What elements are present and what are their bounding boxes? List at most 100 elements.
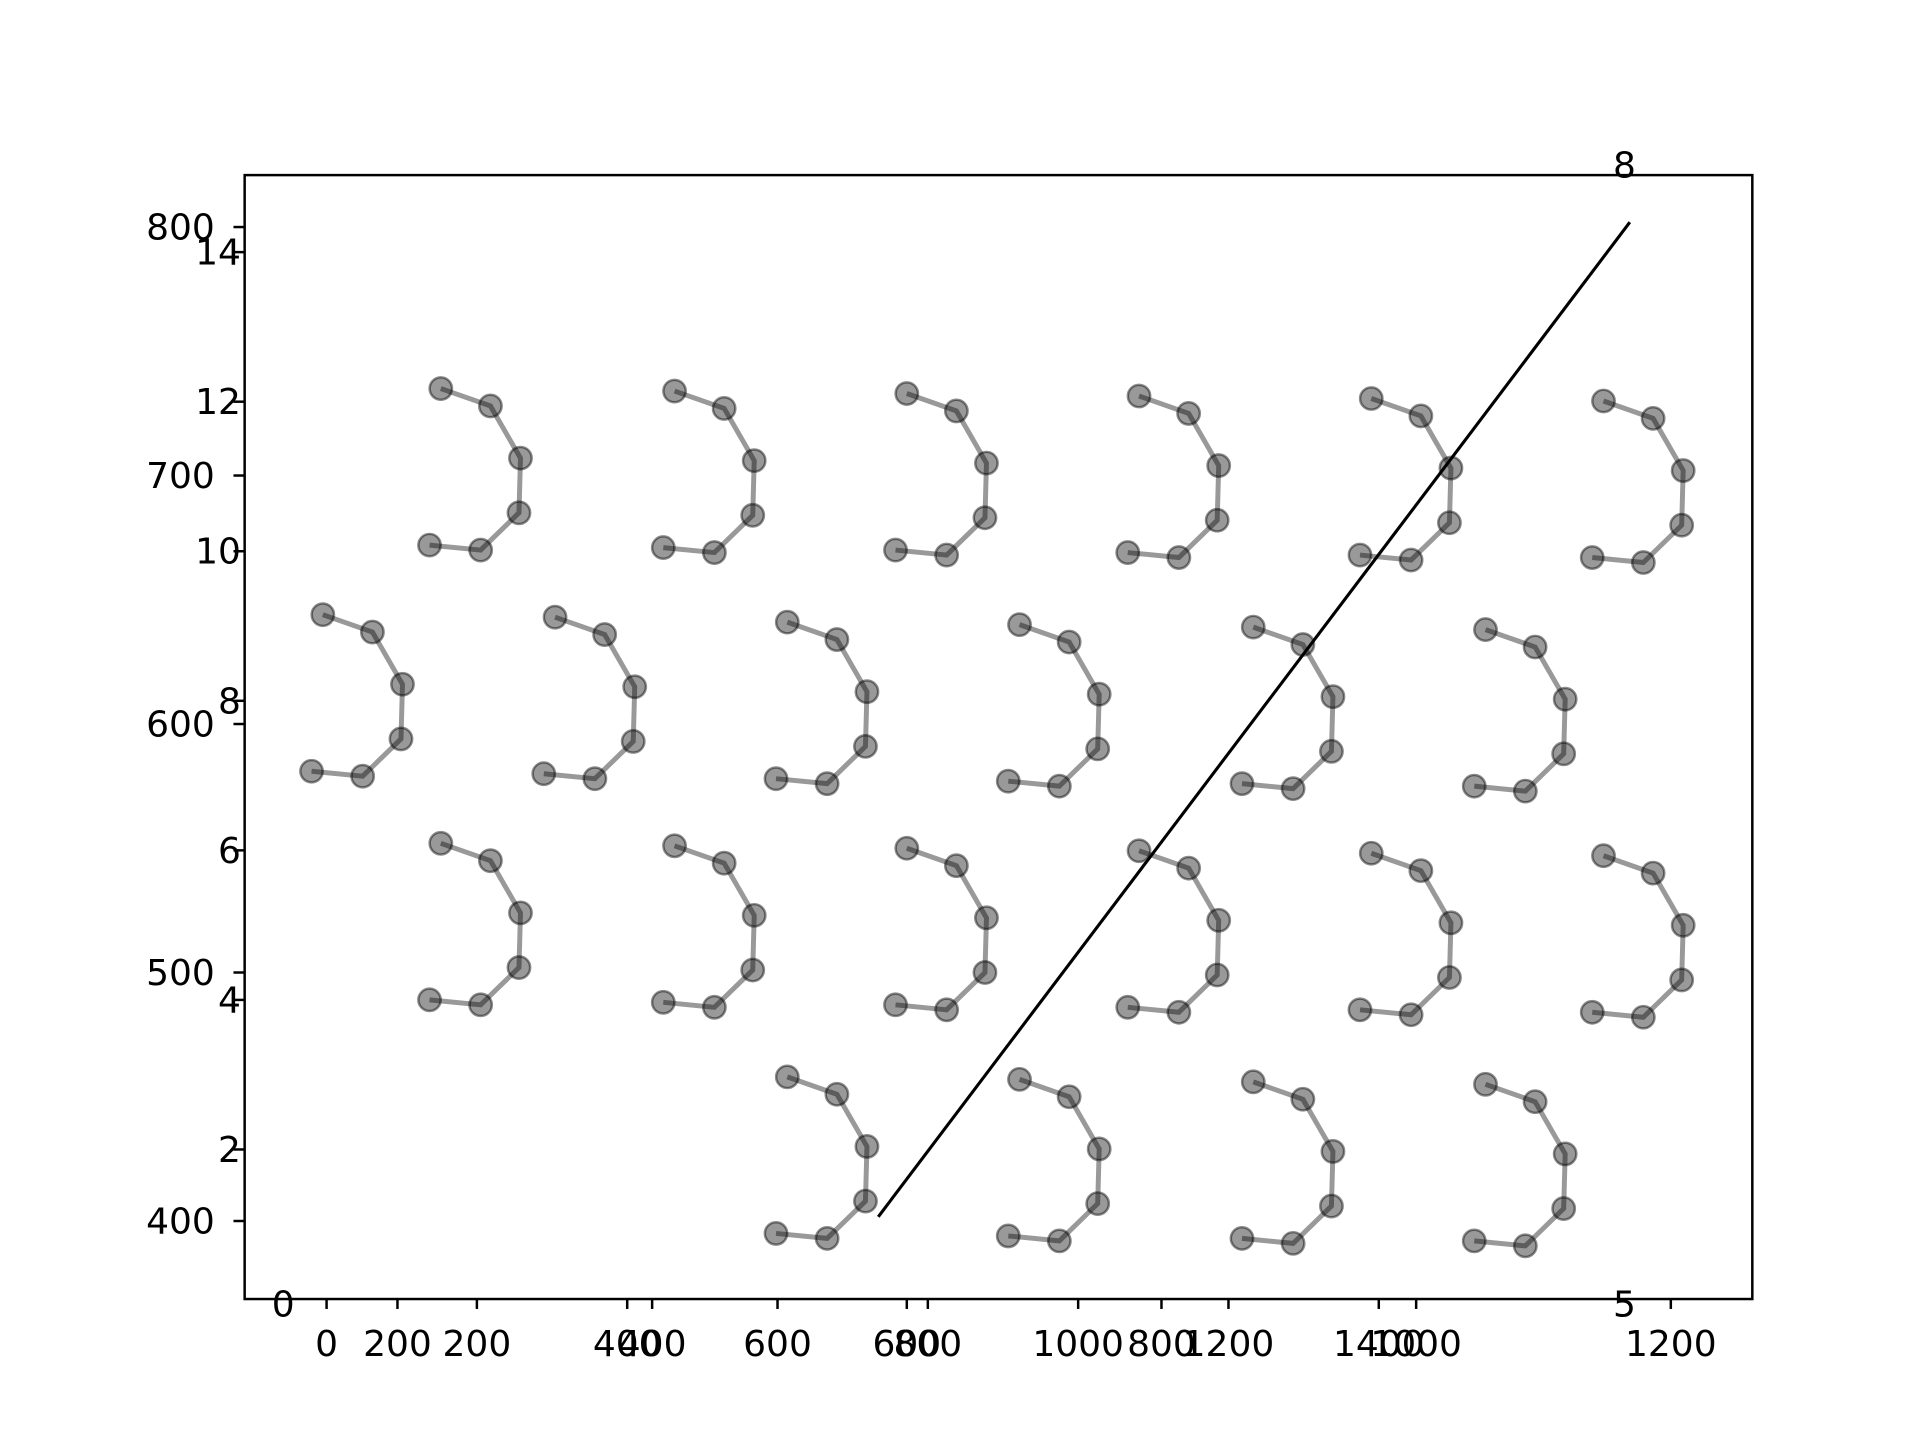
- hook-line: [1473, 627, 1568, 794]
- point: [701, 540, 727, 565]
- point: [1280, 776, 1306, 802]
- point: [1552, 686, 1578, 712]
- point: [1640, 405, 1666, 431]
- point: [824, 627, 850, 652]
- point: [740, 502, 766, 528]
- point: [1320, 1139, 1346, 1164]
- point: [508, 900, 533, 926]
- point: [943, 853, 969, 879]
- point: [1085, 1191, 1111, 1217]
- point: [894, 835, 920, 861]
- hook-line: [775, 619, 870, 787]
- point: [741, 902, 767, 928]
- point: [1176, 855, 1202, 881]
- point: [1552, 1141, 1578, 1167]
- point: [531, 761, 557, 787]
- point: [1398, 1002, 1424, 1028]
- hook-line: [1591, 398, 1686, 566]
- point: [1437, 510, 1462, 536]
- point: [1522, 1089, 1548, 1115]
- point: [299, 758, 324, 784]
- y-tick-label: 700: [146, 456, 215, 497]
- hook-line: [775, 1074, 870, 1241]
- x-tick-label: 1200: [1183, 1324, 1275, 1365]
- hook-line: [1359, 850, 1454, 1018]
- point: [542, 604, 568, 630]
- point: [1046, 1228, 1072, 1254]
- point: [1473, 617, 1498, 643]
- point: [1290, 1086, 1316, 1112]
- x-tick-label: 200: [363, 1324, 432, 1365]
- hook-line: [1008, 622, 1102, 789]
- point: [1640, 860, 1666, 886]
- point: [1669, 967, 1695, 993]
- point: [1522, 634, 1548, 660]
- point: [1473, 1071, 1498, 1097]
- x-tick-label: 800: [893, 1324, 962, 1365]
- y-tick-label: 10: [195, 532, 241, 573]
- point: [1085, 736, 1111, 762]
- hook-line: [1241, 1079, 1336, 1246]
- point: [972, 505, 998, 531]
- point: [974, 450, 999, 476]
- point: [1461, 773, 1487, 799]
- y-tick-label: 2: [218, 1130, 241, 1171]
- x-tick-label: 1000: [1032, 1324, 1124, 1365]
- point: [763, 766, 789, 792]
- point: [506, 955, 532, 980]
- point: [1319, 738, 1344, 764]
- point: [814, 1225, 840, 1251]
- y-tick-label: 8: [218, 681, 241, 722]
- y-tick-label: 6: [218, 831, 241, 872]
- point: [1358, 386, 1384, 411]
- point: [995, 768, 1021, 794]
- point: [1126, 838, 1152, 864]
- hook-line: [1359, 396, 1454, 563]
- y-tick-label: 600: [146, 705, 215, 746]
- point: [1046, 773, 1072, 799]
- partial-axis-label: 8: [1613, 146, 1636, 187]
- point: [972, 960, 998, 985]
- point: [1347, 997, 1373, 1023]
- hook-line: [1591, 853, 1686, 1020]
- point: [853, 733, 878, 759]
- point: [508, 445, 533, 471]
- hook-line: [895, 845, 989, 1013]
- hook-line: [311, 612, 405, 779]
- point: [1086, 681, 1112, 707]
- point: [390, 671, 415, 697]
- y-tick-label: 500: [146, 953, 215, 994]
- point: [854, 1134, 880, 1159]
- point: [1319, 1193, 1344, 1219]
- point: [506, 500, 532, 526]
- x-tick-label: 600: [743, 1324, 812, 1365]
- point: [883, 992, 908, 1018]
- y-tick-label: 400: [146, 1201, 215, 1242]
- point: [883, 537, 908, 563]
- point: [1438, 910, 1464, 936]
- y-tick-label: 800: [146, 208, 215, 249]
- point: [1229, 1225, 1255, 1251]
- point: [974, 905, 999, 931]
- point: [1630, 550, 1656, 575]
- hook-line: [663, 388, 757, 556]
- point: [1126, 383, 1152, 409]
- y-tick-label: 14: [195, 233, 241, 274]
- point: [592, 622, 618, 647]
- point: [1512, 1233, 1538, 1259]
- point: [1551, 1196, 1577, 1221]
- hook-line: [1473, 1081, 1568, 1249]
- hook-line: [1127, 848, 1222, 1015]
- hook-line: [429, 386, 523, 553]
- point: [417, 987, 442, 1013]
- point: [1669, 512, 1695, 538]
- point: [1166, 999, 1192, 1025]
- x-tick-label: 600: [872, 1324, 941, 1365]
- x-tick-label: 0: [315, 1324, 338, 1365]
- point: [854, 679, 880, 705]
- point: [934, 542, 960, 568]
- point: [1398, 547, 1424, 573]
- point: [1280, 1230, 1306, 1256]
